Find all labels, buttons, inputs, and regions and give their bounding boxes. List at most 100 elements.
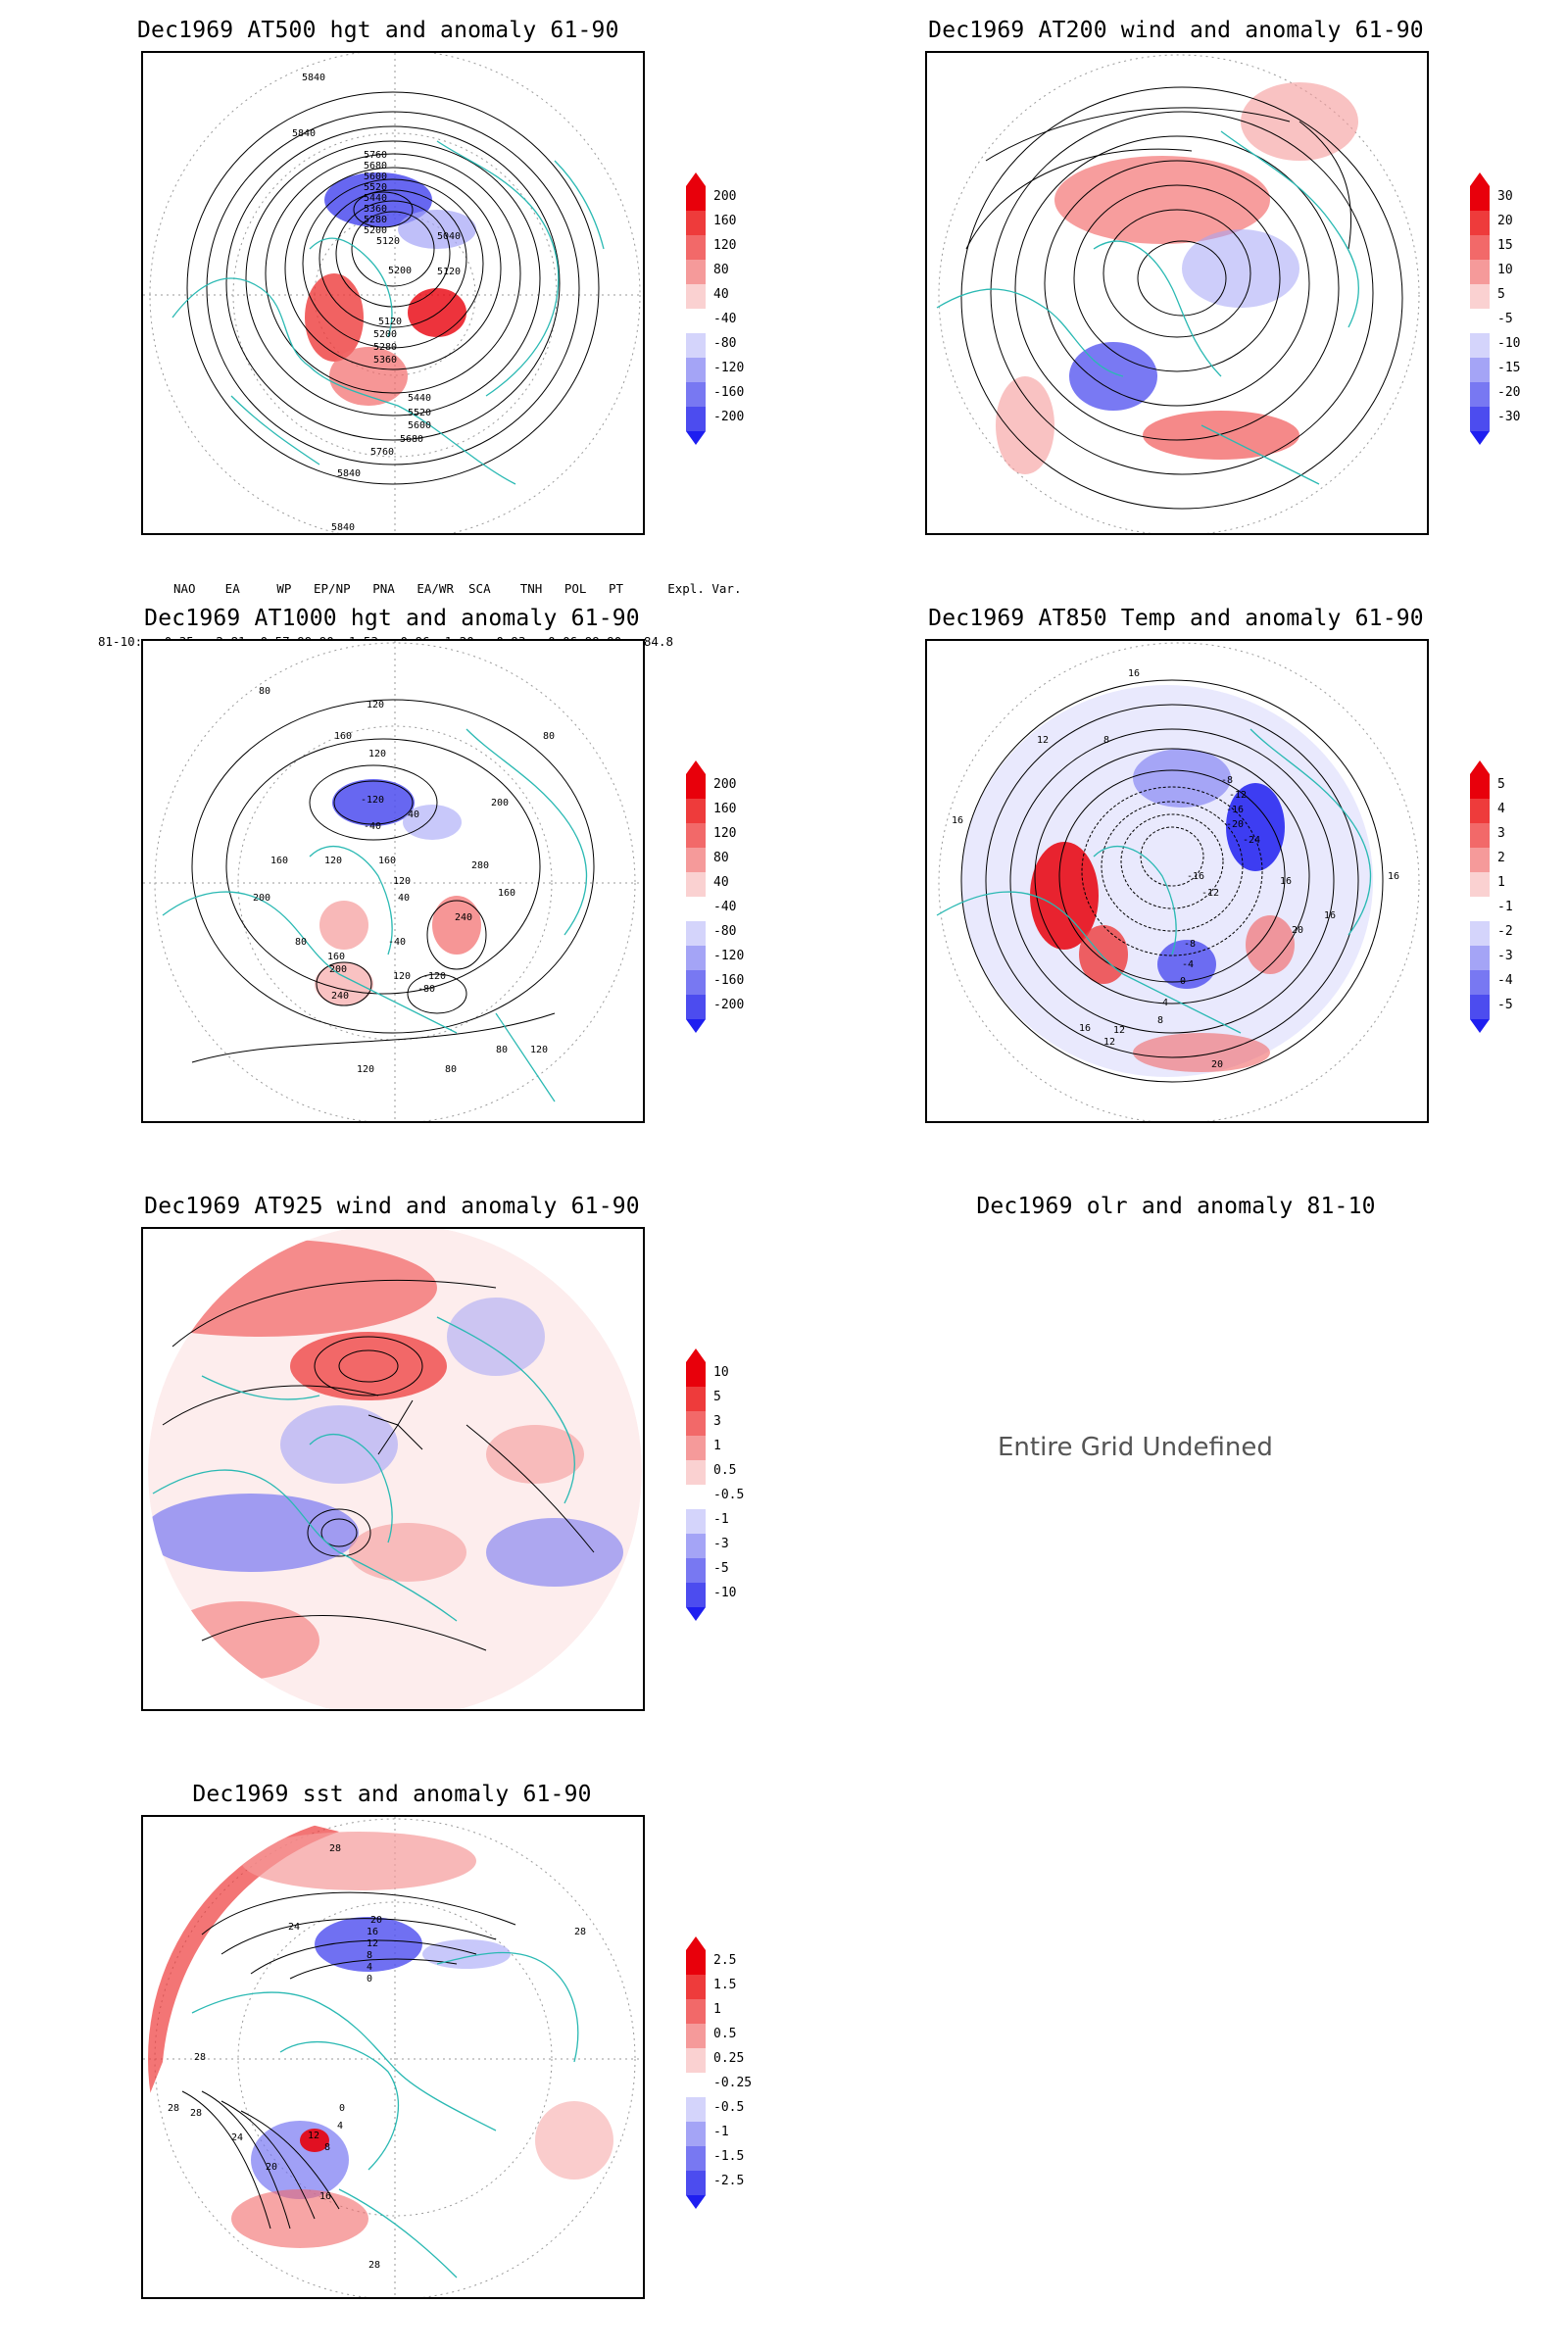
colorbar-at850: 5 4 3 2 1 -1 -2 -3 -4 -5 (1470, 760, 1548, 1033)
polar-map-at850-svg: 16 12 8 16 -8 -12 -16 -20 -24 -16 -12 -8… (936, 642, 1420, 1121)
anomaly-blob-pos (1030, 842, 1099, 950)
colorbar-swatches (686, 1348, 706, 1621)
panel-title-at1000: Dec1969 AT1000 hgt and anomaly 61-90 (144, 606, 640, 631)
contour-label: 5440 (364, 193, 387, 204)
contour-label: 5840 (292, 128, 316, 139)
streamlines (162, 1280, 595, 1651)
colorbar-at925: 10 5 3 1 0.5 -0.5 -1 -3 -5 -10 (686, 1348, 764, 1621)
contour-label: 16 (367, 1927, 378, 1937)
anomaly-blob-pos (329, 347, 408, 406)
panel-title-at925: Dec1969 AT925 wind and anomaly 61-90 (144, 1194, 640, 1219)
coastlines (191, 1951, 579, 2278)
anomaly-blob-pos (1246, 915, 1295, 974)
contour-label: 5360 (373, 355, 397, 366)
contour-label: 5280 (373, 342, 397, 353)
contour-label: -8 (1221, 775, 1233, 786)
contour-label: 160 (334, 731, 352, 742)
contour-label: 28 (368, 2260, 380, 2271)
colorbar-label: 0.5 (713, 2027, 737, 2041)
colorbar-label: 10 (713, 1365, 729, 1380)
contour-label: 5600 (408, 420, 431, 431)
colorbar-label: 1 (713, 2002, 721, 2017)
colorbar-label: -120 (713, 361, 745, 375)
colorbar-label: -5 (1497, 312, 1513, 326)
contour-label: 28 (574, 1927, 586, 1937)
contour-label: 120 (357, 1064, 374, 1075)
contour-label: 200 (329, 964, 347, 975)
contour-label: 200 (253, 893, 270, 904)
colorbar-label: -0.5 (713, 1488, 745, 1502)
contour-label: 5280 (364, 215, 387, 225)
contour-label: 120 (367, 700, 384, 710)
contour-label: 20 (1211, 1059, 1223, 1070)
anomaly-blob-neg (1157, 940, 1216, 989)
contour-label: 120 (393, 971, 411, 982)
contour-label: 200 (491, 798, 509, 808)
colorbar-label: -160 (713, 973, 745, 988)
colorbar-label: -120 (713, 949, 745, 963)
anomaly-blob-pos (241, 1832, 476, 1890)
contour-label: 160 (498, 888, 515, 899)
anomaly-blob-neg (280, 1405, 398, 1484)
contour-label: 40 (398, 893, 410, 904)
indices-header: NAO EA WP EP/NP PNA EA/WR SCA TNH POL PT… (173, 581, 742, 596)
contour-label: 5520 (364, 182, 387, 193)
colorbar-label: 40 (713, 875, 729, 890)
contour-label: 5680 (400, 434, 423, 445)
anomaly-blob-pos (163, 1601, 319, 1680)
colorbar-swatches (1470, 760, 1490, 1033)
anomaly-blob-neg (447, 1298, 545, 1376)
panel-title-olr: Dec1969 olr and anomaly 81-10 (976, 1194, 1376, 1219)
panel-title-at850: Dec1969 AT850 Temp and anomaly 61-90 (928, 606, 1424, 631)
contour-label: 280 (471, 860, 489, 871)
contour-label: 80 (259, 686, 270, 697)
colorbar-label: -10 (713, 1586, 737, 1600)
anomaly-blob-neg (403, 805, 462, 840)
colorbar-label: 15 (1497, 238, 1513, 253)
colorbar-label: -10 (1497, 336, 1521, 351)
colorbar-label: 0.25 (713, 2051, 745, 2066)
colorbar-label: -2.5 (713, 2174, 745, 2188)
contour-label: 16 (952, 815, 963, 826)
colorbar-label: -160 (713, 385, 745, 400)
colorbar-label: -30 (1497, 410, 1521, 424)
anomaly-blob-neg (422, 1939, 511, 1969)
colorbar-at200: 30 20 15 10 5 -5 -10 -15 -20 -30 (1470, 172, 1548, 445)
colorbar-label: 30 (1497, 189, 1513, 204)
anomaly-blob-neg (1182, 229, 1299, 308)
colorbar-label: -0.25 (713, 2076, 753, 2090)
contour-label: 120 (368, 749, 386, 760)
anomaly-blob-neg (1226, 783, 1285, 871)
coastlines (936, 728, 1372, 1034)
map-at925 (141, 1227, 645, 1711)
contour-label: 12 (1037, 735, 1049, 746)
contour-label: 80 (295, 937, 307, 948)
colorbar-label: 4 (1497, 802, 1505, 816)
contour-label: 12 (1113, 1025, 1125, 1036)
colorbar-label: 120 (713, 238, 737, 253)
contour-label: 16 (1128, 668, 1140, 679)
anomaly-blob-pos (349, 1523, 466, 1582)
contour-label: 16 (1280, 876, 1292, 887)
anomaly-blob-pos (486, 1425, 584, 1484)
contour-label: 80 (445, 1064, 457, 1075)
anomaly-blob-pos (996, 376, 1054, 474)
contour-label: 240 (455, 912, 472, 923)
contour-label: 16 (1324, 910, 1336, 921)
polar-map-sst-svg: 28 24 20 16 12 8 4 0 28 28 28 28 24 20 1… (143, 1817, 643, 2297)
colorbar-swatches (686, 172, 706, 445)
contour-label: 8 (324, 2142, 330, 2153)
anomaly-blob-pos (535, 2101, 613, 2180)
coastlines (936, 130, 1360, 485)
colorbar-swatches (1470, 172, 1490, 445)
colorbar-swatches (686, 1936, 706, 2209)
contour-label: 5840 (337, 468, 361, 479)
contour-label: -120 (361, 795, 384, 806)
anomaly-blob-pos (231, 2189, 368, 2248)
colorbar-label: -1 (713, 2125, 729, 2139)
contour-label: 5200 (364, 225, 387, 236)
contour-label: 5680 (364, 161, 387, 172)
colorbar-label: -1.5 (713, 2149, 745, 2164)
coastlines (152, 1316, 576, 1622)
contour-label: 5040 (437, 231, 461, 242)
